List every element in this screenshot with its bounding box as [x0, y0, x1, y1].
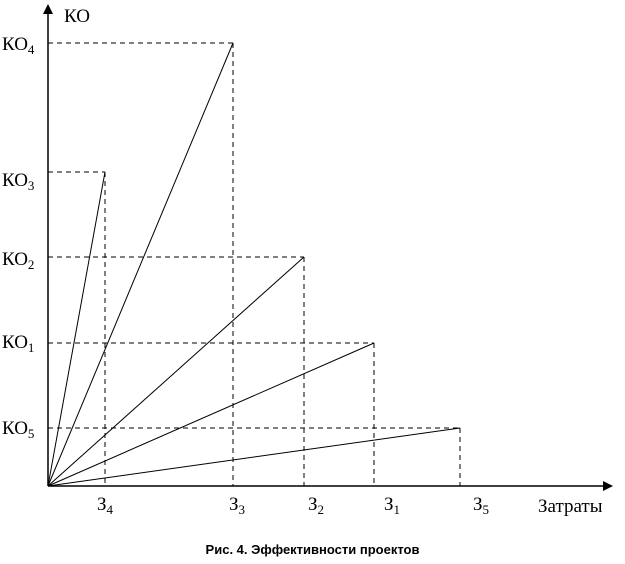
figure-caption: Рис. 4. Эффективности проектов — [205, 542, 420, 557]
project-4-ray — [47, 171, 106, 487]
project-3 — [47, 42, 234, 487]
effect-label-1: КО1 — [2, 332, 34, 355]
project-5 — [47, 427, 461, 487]
effect-label-5: КО5 — [2, 418, 34, 441]
project-3-ray — [47, 42, 234, 487]
project-1-ray — [47, 342, 375, 487]
cost-label-4: З4 — [97, 494, 114, 517]
cost-label-3: З3 — [229, 494, 245, 517]
project-2 — [47, 256, 305, 487]
project-2-ray — [47, 256, 305, 487]
effect-label-2: КО2 — [2, 249, 34, 272]
project-1 — [47, 342, 375, 487]
cost-label-5: З5 — [473, 494, 489, 517]
effect-label-4: КО4 — [2, 34, 35, 57]
project-5-ray — [47, 427, 461, 487]
y-axis-label: КО — [64, 6, 90, 27]
x-axis-label: Затраты — [538, 496, 603, 517]
effect-label-3: КО3 — [2, 170, 34, 193]
cost-label-1: З1 — [384, 494, 400, 517]
project-4 — [47, 171, 106, 487]
cost-label-2: З2 — [308, 494, 324, 517]
